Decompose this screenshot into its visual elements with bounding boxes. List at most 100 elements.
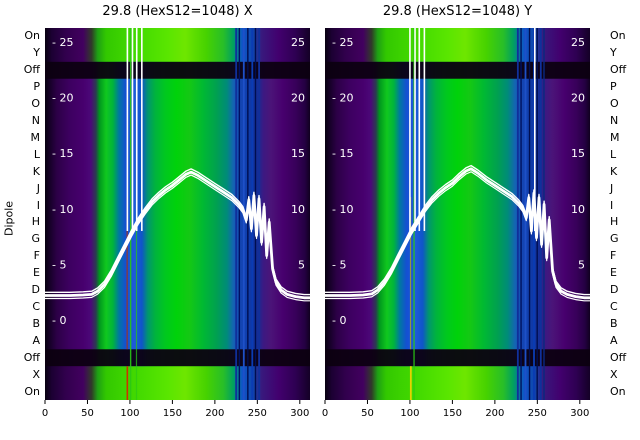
row-label: I <box>610 198 614 212</box>
row-labels-left: On Y Off P O N M L K J I H G F E D C B A Off X On <box>8 0 42 440</box>
x-tick-label: 50 <box>361 408 374 419</box>
row-label: L <box>33 147 40 161</box>
vertical-stripe <box>409 366 412 400</box>
value-tick-label-left: - 15 <box>52 147 73 160</box>
value-tick-label-right: 10 <box>291 203 305 216</box>
value-tick-label-left: - 0 <box>52 314 66 327</box>
value-tick-label-right: 25 <box>571 36 585 49</box>
row-label: M <box>30 130 41 144</box>
vertical-stripe <box>235 28 238 400</box>
row-label: O <box>31 97 40 111</box>
value-tick-label-left: - 20 <box>52 92 73 105</box>
vertical-stripe <box>238 28 241 400</box>
value-tick-label-right: 15 <box>571 147 585 160</box>
row-label: B <box>32 316 40 330</box>
row-label: J <box>610 181 614 195</box>
profile-line <box>325 171 590 302</box>
row-label: C <box>32 300 40 313</box>
off-row-band <box>45 349 310 367</box>
value-tick-label-left: - 5 <box>332 258 346 271</box>
bottom-band <box>325 366 590 400</box>
x-tick-label: 50 <box>81 408 94 419</box>
row-label: G <box>31 232 40 246</box>
x-tick-label: 200 <box>485 408 504 419</box>
value-tick-label-right: 5 <box>578 258 585 271</box>
row-label: Off <box>610 63 627 77</box>
vertical-stripe <box>413 28 415 400</box>
x-tick-label: 300 <box>570 408 589 419</box>
row-label: On <box>24 384 40 398</box>
row-label: F <box>33 249 40 263</box>
row-label: F <box>610 249 617 263</box>
top-band <box>325 28 590 62</box>
row-label: K <box>610 164 618 178</box>
x-tick-label: 0 <box>322 408 328 419</box>
row-label: Y <box>33 46 40 60</box>
top-band <box>45 28 310 62</box>
row-label: I <box>36 198 40 212</box>
row-label: C <box>610 300 618 313</box>
row-label: G <box>610 232 619 246</box>
row-label: A <box>32 333 40 347</box>
row-label: B <box>610 316 618 330</box>
value-tick-label-right: 15 <box>291 147 305 160</box>
value-tick-label-right: 10 <box>571 203 585 216</box>
profile-line <box>45 174 310 302</box>
row-label: N <box>31 114 40 127</box>
value-tick-label-left: - 15 <box>332 147 353 160</box>
vertical-stripe <box>516 28 519 400</box>
vertical-stripe <box>126 197 128 350</box>
value-tick-label-left: - 20 <box>332 92 353 105</box>
row-label: O <box>610 97 619 111</box>
row-label: H <box>610 215 619 229</box>
row-label: E <box>33 266 40 280</box>
row-label: D <box>31 283 40 297</box>
x-tick-label: 300 <box>290 408 309 419</box>
x-tick-label: 100 <box>400 408 419 419</box>
x-tick-label: 0 <box>42 408 48 419</box>
row-label: H <box>31 215 40 229</box>
x-tick-label: 250 <box>528 408 547 419</box>
value-tick-label-left: - 5 <box>52 258 66 271</box>
row-label: On <box>610 384 626 398</box>
value-tick-label-left: - 10 <box>52 203 73 216</box>
vertical-stripe <box>520 28 522 400</box>
value-tick-label-left: - 0 <box>332 314 346 327</box>
value-tick-label-right: 5 <box>298 258 305 271</box>
x-tick-label: 200 <box>205 408 224 419</box>
row-label: Y <box>610 46 617 60</box>
row-label: L <box>610 147 617 161</box>
bottom-band <box>45 366 310 400</box>
heatmap-surface <box>45 28 310 400</box>
row-labels-right: On Y Off P O N M L K J I H G F E D C B A Off X On <box>606 0 640 440</box>
value-tick-label-left: - 25 <box>52 36 73 49</box>
value-tick-label-left: - 25 <box>332 36 353 49</box>
off-row-band <box>325 349 590 367</box>
heatmap-surface <box>325 28 590 400</box>
row-label: X <box>610 367 618 381</box>
row-label: On <box>24 29 40 43</box>
row-label: Off <box>23 350 40 364</box>
x-tick-label: 150 <box>163 408 182 419</box>
profile-line <box>45 168 310 296</box>
value-tick-label-left: - 10 <box>332 203 353 216</box>
row-label: X <box>32 367 40 381</box>
row-label: Off <box>610 350 627 364</box>
x-tick-label: 100 <box>120 408 139 419</box>
value-tick-label-right: 20 <box>291 92 305 105</box>
x-tick-label: 250 <box>248 408 267 419</box>
row-label: J <box>36 181 40 195</box>
value-tick-label-right: 20 <box>571 92 585 105</box>
panel-title-x: 29.8 (HexS12=1048) X <box>102 4 253 19</box>
vertical-stripe <box>129 28 132 400</box>
panel-title-y: 29.8 (HexS12=1048) Y <box>382 4 533 19</box>
row-label: P <box>33 80 40 94</box>
row-label: K <box>32 164 40 178</box>
row-label: On <box>610 29 626 43</box>
off-row-band <box>45 61 310 79</box>
row-label: Off <box>23 63 40 77</box>
row-label: P <box>610 80 617 94</box>
